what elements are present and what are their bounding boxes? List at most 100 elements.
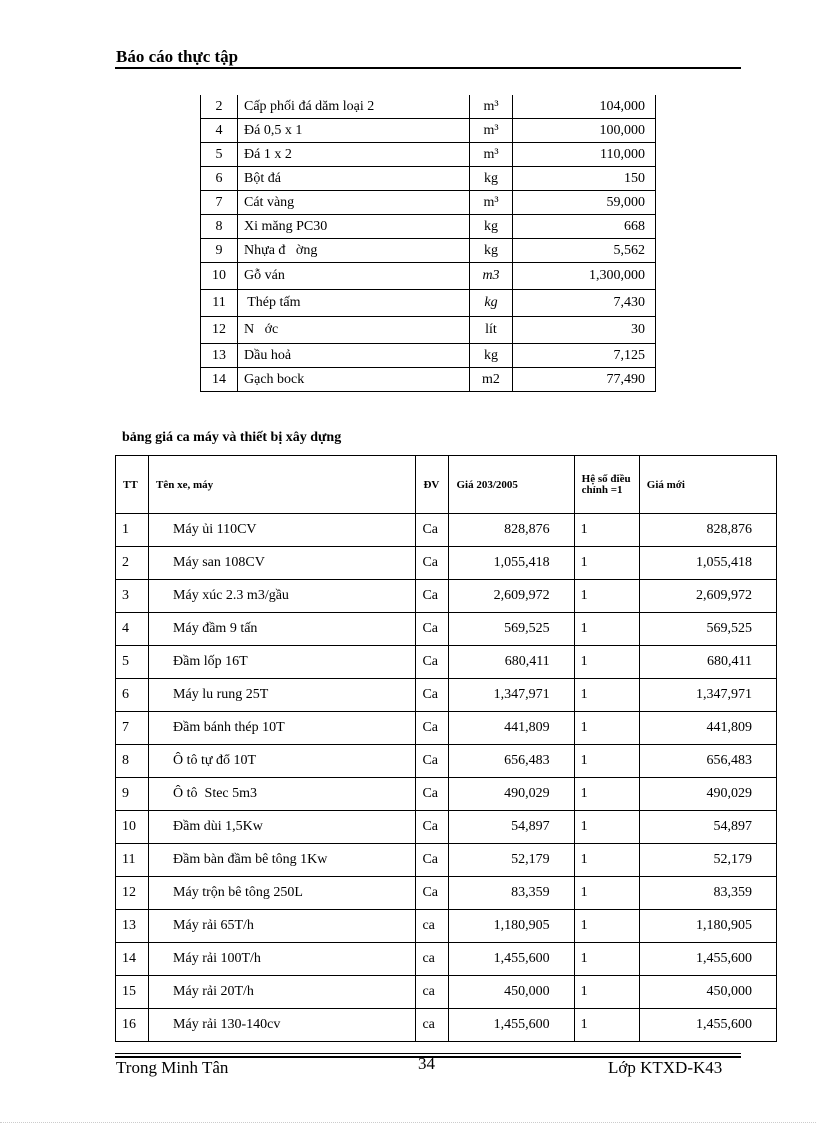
unit: kg: [469, 289, 513, 317]
machine-name: Máy rải 130-140cv: [148, 1008, 417, 1042]
new-price: 1,347,971: [638, 678, 778, 712]
unit: Ca: [415, 645, 450, 679]
row-number: 9: [114, 777, 150, 811]
table-row: 12 N ớc lít 30: [200, 316, 656, 344]
unit: kg: [469, 343, 513, 368]
new-price: 1,055,418: [638, 546, 778, 580]
table-row: 10 Đầm dùi 1,5Kw Ca 54,897 1 54,897: [114, 810, 778, 844]
row-number: 6: [200, 166, 238, 191]
row-number: 13: [200, 343, 238, 368]
price: 104,000: [512, 95, 656, 119]
material-name: N ớc: [237, 316, 470, 344]
machine-name: Ô tô Stec 5m3: [148, 777, 417, 811]
adjustment-factor: 1: [573, 678, 640, 712]
table-row: 7 Cát vàng m³ 59,000: [200, 190, 656, 215]
table-row: 8 Xi măng PC30 kg 668: [200, 214, 656, 239]
unit: Ca: [415, 843, 450, 877]
base-price: 441,809: [448, 711, 575, 745]
footer-author: Trong Minh Tân: [116, 1058, 229, 1077]
unit: ca: [415, 1008, 450, 1042]
column-header: Hệ số điều chỉnh =1: [573, 455, 640, 514]
material-name: Gỗ ván: [237, 262, 470, 290]
adjustment-factor: 1: [573, 909, 640, 943]
adjustment-factor: 1: [573, 612, 640, 646]
row-number: 14: [114, 942, 150, 976]
table-row: 5 Đầm lốp 16T Ca 680,411 1 680,411: [114, 645, 778, 679]
row-number: 2: [200, 95, 238, 119]
machine-name: Ô tô tự đổ 10T: [148, 744, 417, 778]
row-number: 6: [114, 678, 150, 712]
base-price: 569,525: [448, 612, 575, 646]
row-number: 4: [200, 118, 238, 143]
adjustment-factor: 1: [573, 579, 640, 613]
row-number: 14: [200, 367, 238, 392]
row-number: 15: [114, 975, 150, 1009]
new-price: 1,180,905: [638, 909, 778, 943]
adjustment-factor: 1: [573, 513, 640, 547]
new-price: 54,897: [638, 810, 778, 844]
footer-class: Lớp KTXD-K43: [608, 1058, 723, 1077]
new-price: 450,000: [638, 975, 778, 1009]
material-name: Dầu hoả: [237, 343, 470, 368]
adjustment-factor: 1: [573, 975, 640, 1009]
row-number: 8: [200, 214, 238, 239]
table-row: 6 Bột đá kg 150: [200, 166, 656, 191]
machines-table-title: bảng giá ca máy và thiết bị xây dựng: [122, 430, 342, 445]
material-name: Nhựa đ ờng: [237, 238, 470, 263]
table-row: 2 Cấp phối đá dăm loại 2 m³ 104,000: [200, 95, 656, 119]
row-number: 8: [114, 744, 150, 778]
row-number: 7: [114, 711, 150, 745]
table-row: 9 Nhựa đ ờng kg 5,562: [200, 238, 656, 263]
unit: m³: [469, 142, 513, 167]
unit: kg: [469, 166, 513, 191]
table-row: 6 Máy lu rung 25T Ca 1,347,971 1 1,347,971: [114, 678, 778, 712]
column-header: Giá mới: [638, 455, 778, 514]
row-number: 10: [114, 810, 150, 844]
unit: m³: [469, 190, 513, 215]
unit: Ca: [415, 744, 450, 778]
table-row: 13 Máy rải 65T/h ca 1,180,905 1 1,180,905: [114, 909, 778, 943]
material-name: Đá 0,5 x 1: [237, 118, 470, 143]
header-divider: [115, 67, 741, 69]
machine-name: Máy rải 65T/h: [148, 909, 417, 943]
machine-name: Đầm dùi 1,5Kw: [148, 810, 417, 844]
adjustment-factor: 1: [573, 546, 640, 580]
machine-name: Đầm bàn đầm bê tông 1Kw: [148, 843, 417, 877]
material-name: Thép tấm: [237, 289, 470, 317]
unit: m3: [469, 262, 513, 290]
price: 30: [512, 316, 656, 344]
table-row: 2 Máy san 108CV Ca 1,055,418 1 1,055,418: [114, 546, 778, 580]
row-number: 4: [114, 612, 150, 646]
machine-name: Đầm lốp 16T: [148, 645, 417, 679]
base-price: 1,180,905: [448, 909, 575, 943]
row-number: 3: [114, 579, 150, 613]
new-price: 52,179: [638, 843, 778, 877]
machine-name: Máy rải 100T/h: [148, 942, 417, 976]
adjustment-factor: 1: [573, 645, 640, 679]
base-price: 1,455,600: [448, 1008, 575, 1042]
material-name: Xi măng PC30: [237, 214, 470, 239]
price: 150: [512, 166, 656, 191]
material-name: Cấp phối đá dăm loại 2: [237, 95, 470, 119]
base-price: 83,359: [448, 876, 575, 910]
machine-name: Máy rải 20T/h: [148, 975, 417, 1009]
new-price: 1,455,600: [638, 1008, 778, 1042]
new-price: 828,876: [638, 513, 778, 547]
page-number: 34: [418, 1054, 435, 1073]
price: 5,562: [512, 238, 656, 263]
adjustment-factor: 1: [573, 711, 640, 745]
machine-name: Máy đầm 9 tấn: [148, 612, 417, 646]
unit: ca: [415, 909, 450, 943]
unit: Ca: [415, 777, 450, 811]
row-number: 1: [114, 513, 150, 547]
machine-name: Máy lu rung 25T: [148, 678, 417, 712]
base-price: 2,609,972: [448, 579, 575, 613]
table-row: 1 Máy ủi 110CV Ca 828,876 1 828,876: [114, 513, 778, 547]
adjustment-factor: 1: [573, 777, 640, 811]
unit: lít: [469, 316, 513, 344]
unit: kg: [469, 238, 513, 263]
adjustment-factor: 1: [573, 843, 640, 877]
price: 59,000: [512, 190, 656, 215]
new-price: 441,809: [638, 711, 778, 745]
